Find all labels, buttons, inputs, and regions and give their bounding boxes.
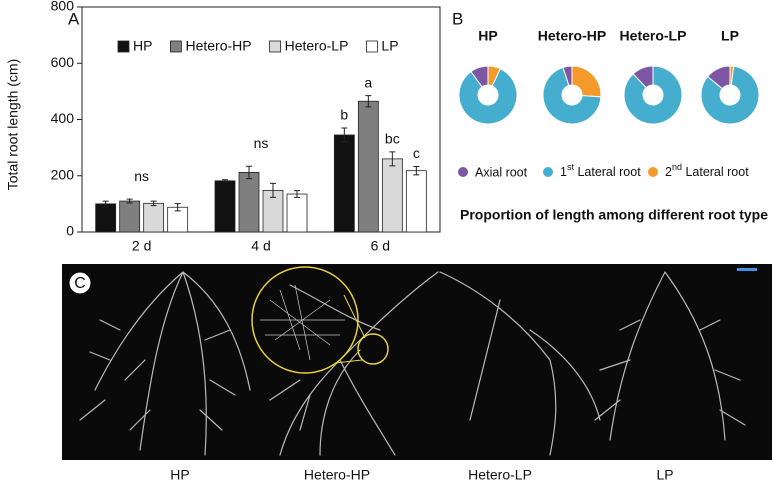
y-tick-label: 600 [51, 54, 75, 70]
pie-title: Hetero-LP [620, 28, 687, 44]
fine-roots [260, 284, 345, 361]
error-bar [126, 198, 133, 204]
pie-slice [623, 65, 683, 125]
pie-title: HP [478, 28, 497, 44]
error-bar [270, 182, 276, 198]
bar [333, 134, 355, 233]
photo-label: HP [170, 467, 189, 483]
panel-label-badge [68, 271, 92, 295]
bar [286, 193, 308, 233]
error-bar [389, 151, 396, 167]
photo-background [62, 264, 772, 460]
root [94, 271, 251, 456]
error-bar [174, 203, 181, 212]
legend-label: 1st Lateral root [560, 162, 641, 179]
y-tick-label: 400 [51, 110, 75, 126]
zoom-connector [343, 294, 366, 339]
error-bar [365, 95, 372, 108]
bar [214, 180, 236, 233]
legend-swatch [170, 40, 182, 53]
legend-label: Hetero-HP [185, 38, 251, 54]
photo-label: Hetero-HP [304, 467, 370, 483]
bar [357, 100, 379, 233]
panel-label: C [74, 275, 86, 292]
legend-label: HP [133, 38, 152, 54]
legend-swatch [117, 40, 130, 53]
bar [405, 170, 427, 233]
legend-dot [458, 167, 468, 177]
root [439, 271, 601, 456]
bar [238, 171, 260, 233]
pie-title: Hetero-HP [538, 28, 606, 44]
bar [119, 200, 141, 233]
legend-swatch [366, 40, 378, 53]
error-bar [102, 200, 109, 208]
error-bar [222, 179, 228, 183]
legend-dot [543, 167, 553, 177]
error-bar [150, 200, 157, 207]
root [79, 319, 236, 431]
significance-label: b [340, 107, 348, 123]
pie-title: LP [721, 28, 739, 44]
pie-slice [632, 65, 654, 89]
group-label: ns [254, 135, 269, 151]
photo-label: LP [656, 467, 673, 483]
significance-label: bc [385, 131, 400, 147]
group-label: ns [134, 168, 149, 184]
significance-label: c [413, 145, 420, 161]
pie-slice [470, 65, 489, 88]
root-photo: C [62, 264, 772, 460]
error-bar [413, 165, 420, 176]
legend-label: LP [381, 38, 398, 54]
pie-slice [700, 65, 760, 125]
zoom-circle [251, 266, 359, 374]
root [260, 284, 345, 361]
photo-label: Hetero-LP [468, 467, 532, 483]
pie-slice [562, 65, 573, 87]
pie-slice [571, 65, 602, 98]
x-tick-label: 4 d [251, 238, 270, 254]
legend-label: 2nd Lateral root [665, 162, 749, 179]
legend-dot [648, 167, 658, 177]
zoom-circle [357, 333, 389, 365]
y-tick-label: 0 [66, 223, 74, 239]
legend-label: Hetero-LP [285, 38, 349, 54]
zoom-connector [334, 359, 363, 364]
bar [381, 158, 403, 233]
bar [143, 202, 165, 233]
legend-swatch [269, 40, 281, 53]
caption: Proportion of length among different roo… [460, 207, 768, 223]
y-axis-label: Total root length (cm) [5, 59, 21, 191]
panel-label: B [452, 9, 463, 28]
error-bar [246, 165, 252, 180]
y-tick-label: 200 [51, 166, 75, 182]
x-tick-label: 6 d [371, 238, 390, 254]
pie-slice [706, 65, 731, 90]
panel-label: A [68, 9, 80, 28]
legend-label: Axial root [475, 165, 528, 179]
y-tick-label: 800 [51, 0, 75, 14]
bar [95, 203, 117, 233]
scale-bar [737, 268, 757, 271]
pie-slice [542, 66, 602, 125]
x-tick-label: 2 d [132, 238, 151, 254]
pie-slice [458, 68, 518, 125]
root [594, 271, 746, 441]
error-bar [294, 190, 300, 198]
error-bar [341, 127, 348, 143]
significance-label: a [364, 74, 372, 90]
